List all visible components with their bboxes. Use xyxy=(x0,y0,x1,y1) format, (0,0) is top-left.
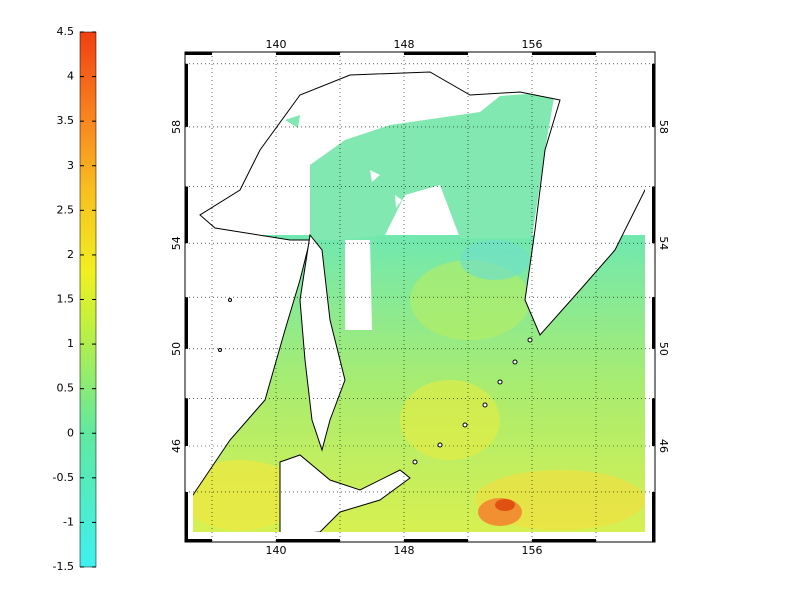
colorbar-tick-label: 4.5 xyxy=(57,25,75,38)
frame-segment xyxy=(185,491,188,542)
lon-label: 148 xyxy=(394,38,415,51)
lon-label: 148 xyxy=(394,544,415,557)
lat-label: 58 xyxy=(657,120,670,134)
frame-segment xyxy=(185,297,188,349)
colorbar-tick-label: 4 xyxy=(67,70,74,83)
land xyxy=(193,62,645,532)
colorbar-tick-label: -0.5 xyxy=(53,471,74,484)
frame-segment xyxy=(185,63,188,127)
frame-segment xyxy=(185,186,188,244)
graticule xyxy=(185,52,655,542)
colorbar-tick-label: 0 xyxy=(67,426,74,439)
lat-label: 50 xyxy=(657,342,670,356)
lat-label: 54 xyxy=(657,236,670,250)
colorbar-tick-label: -1 xyxy=(63,515,74,528)
frame-segment xyxy=(652,398,655,446)
colorbar-tick-label: 1 xyxy=(67,337,74,350)
frame-segment xyxy=(532,539,596,542)
frame-segment xyxy=(185,52,212,55)
colorbar-tick-label: 2 xyxy=(67,248,74,261)
frame-segment xyxy=(652,297,655,349)
colorbar-tick-label: 3 xyxy=(67,159,74,172)
colorbar-tick-label: 0.5 xyxy=(57,382,75,395)
lon-label: 156 xyxy=(522,544,543,557)
frame-segment xyxy=(276,52,340,55)
colorbar-tick-label: -1.5 xyxy=(53,560,74,573)
lon-label: 156 xyxy=(522,38,543,51)
lat-label: 58 xyxy=(170,120,183,134)
frame-segment xyxy=(652,63,655,127)
frame-segment xyxy=(652,186,655,244)
frame-segment xyxy=(185,539,212,542)
frame-segment xyxy=(276,539,340,542)
frame-segment xyxy=(532,52,596,55)
colorbar-tick-label: 1.5 xyxy=(57,293,75,306)
lat-label: 46 xyxy=(170,439,183,453)
lat-label: 50 xyxy=(170,342,183,356)
frame-segment xyxy=(404,539,468,542)
colorbar-tick-label: 2.5 xyxy=(57,203,75,216)
frame-segment xyxy=(185,398,188,446)
lon-label: 140 xyxy=(266,544,287,557)
lat-label: 46 xyxy=(657,439,670,453)
lat-label: 54 xyxy=(170,236,183,250)
frame-segment xyxy=(652,491,655,542)
colorbar-tick-label: 3.5 xyxy=(57,114,75,127)
lon-label: 140 xyxy=(266,38,287,51)
frame-segment xyxy=(404,52,468,55)
